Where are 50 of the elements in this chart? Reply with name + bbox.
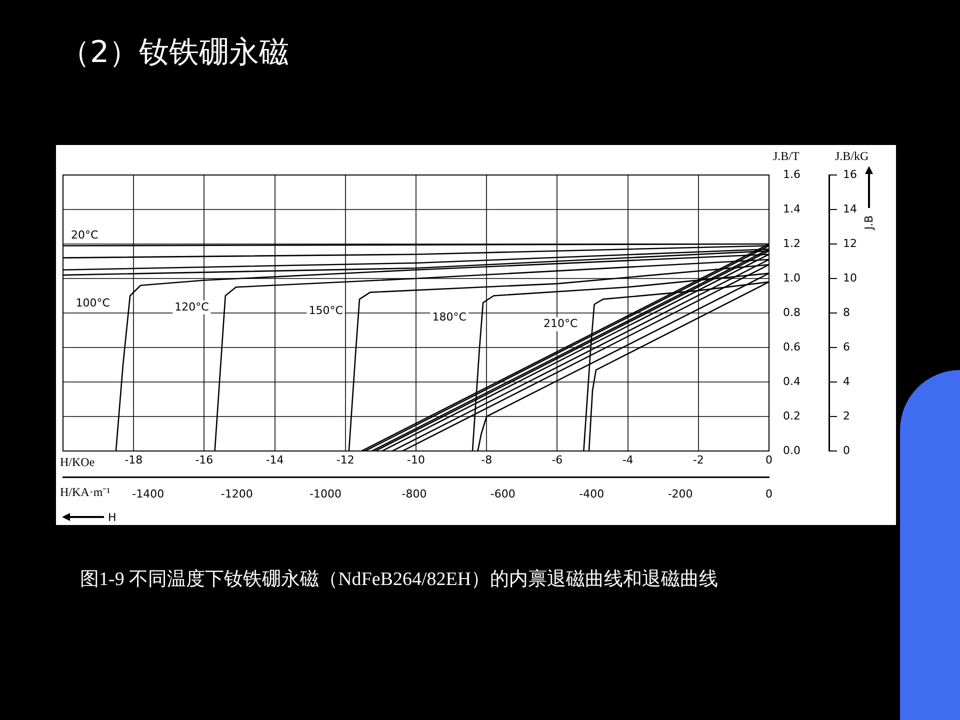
x-tick-label: -10 [407, 453, 425, 466]
y-tick-label: 0.8 [783, 306, 800, 319]
x-tick-label: 0 [766, 453, 772, 466]
x-tick-label: -18 [124, 453, 143, 466]
chart-title: （2）钕铁硼永磁 [60, 34, 290, 72]
series-label: 20°C [71, 228, 98, 242]
y-tick-label: 0.0 [783, 444, 800, 457]
x2-tick-label: -1000 [310, 487, 342, 500]
y2-tick-label: 6 [843, 340, 850, 354]
series-label: 100°C [76, 296, 110, 310]
x-tick-label: -6 [552, 453, 563, 466]
x-tick-label: -12 [336, 453, 354, 466]
y-tick-label: 0.4 [783, 374, 800, 388]
y2-tick-label: 16 [843, 168, 857, 181]
y2-tick-label: 2 [843, 409, 850, 422]
y-tick-label: 1.6 [783, 168, 800, 181]
series-label: 210°C [543, 317, 578, 330]
x-tick-label: -4 [622, 453, 634, 466]
y2-tick-label: 0 [843, 444, 850, 457]
x2-tick-label: -1400 [132, 487, 164, 500]
x-tick-label: -14 [266, 453, 284, 466]
y-tick-label: 1.4 [783, 202, 800, 216]
y2-tick-label: 14 [843, 202, 857, 216]
y-tick-label: 1.2 [783, 236, 800, 250]
series-label: 180°C [432, 310, 467, 324]
y2-tick-label: 4 [843, 374, 850, 388]
y-tick-label: 0.2 [783, 409, 800, 422]
x-tick-label: -8 [481, 453, 492, 466]
y2-tick-label: 12 [843, 236, 857, 250]
y2-tick-label: 8 [843, 306, 850, 319]
caption: 图1-9 不同温度下钕铁硼永磁（NdFeB264/82EH）的内禀退磁曲线和退磁曲线 [80, 568, 718, 592]
x2-tick-label: -800 [402, 487, 427, 500]
series-label: 120°C [174, 300, 210, 314]
x2-tick-label: -200 [668, 487, 693, 500]
x-tick-label: -16 [195, 453, 214, 466]
text: H [108, 510, 116, 524]
y-tick-label: 1.0 [783, 271, 800, 284]
x2-axis-title: H/KA·m⁻¹ [60, 485, 111, 500]
text: J.B [862, 215, 876, 230]
y2-axis-title: J.B/kG [835, 149, 870, 164]
x-tick-label: -2 [692, 453, 704, 466]
series-label: 150°C [308, 304, 344, 318]
y-axis-title: J.B/T [773, 149, 800, 164]
y-tick-label: 0.6 [783, 340, 800, 354]
x2-tick-label: -400 [579, 487, 604, 500]
x-axis-title: H/KOe [60, 455, 95, 470]
x2-tick-label: -600 [490, 487, 516, 500]
x2-tick-label: -1200 [220, 487, 253, 500]
y2-tick-label: 10 [843, 271, 857, 284]
x2-tick-label: 0 [766, 487, 772, 500]
